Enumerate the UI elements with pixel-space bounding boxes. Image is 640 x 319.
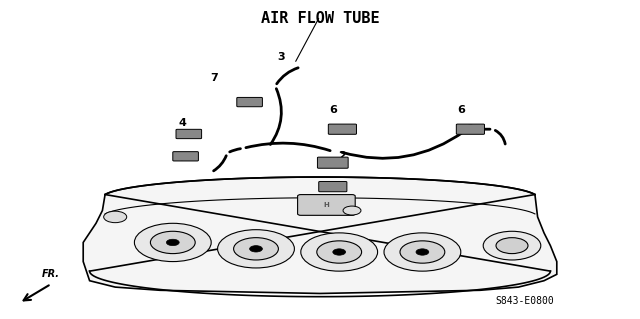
- Text: 6: 6: [329, 105, 337, 115]
- Text: 3: 3: [278, 52, 285, 63]
- Circle shape: [218, 230, 294, 268]
- Text: 1: 1: [467, 124, 474, 134]
- FancyBboxPatch shape: [176, 129, 202, 139]
- FancyBboxPatch shape: [456, 124, 484, 134]
- FancyBboxPatch shape: [319, 182, 347, 192]
- Text: 5: 5: [339, 182, 346, 192]
- Circle shape: [250, 246, 262, 252]
- Text: 7: 7: [179, 153, 186, 163]
- Circle shape: [343, 206, 361, 215]
- Text: 6: 6: [457, 105, 465, 115]
- Circle shape: [333, 249, 346, 255]
- FancyBboxPatch shape: [328, 124, 356, 134]
- Text: 7: 7: [211, 73, 218, 83]
- Text: S843-E0800: S843-E0800: [495, 296, 554, 306]
- Circle shape: [416, 249, 429, 255]
- Text: H: H: [324, 202, 329, 208]
- FancyBboxPatch shape: [317, 157, 348, 168]
- Circle shape: [483, 231, 541, 260]
- Text: 2: 2: [339, 151, 346, 161]
- Circle shape: [134, 223, 211, 262]
- Circle shape: [301, 233, 378, 271]
- Polygon shape: [83, 177, 557, 293]
- Circle shape: [150, 231, 195, 254]
- Text: FR.: FR.: [42, 269, 60, 279]
- FancyBboxPatch shape: [298, 195, 355, 215]
- Text: AIR FLOW TUBE: AIR FLOW TUBE: [260, 11, 380, 26]
- Circle shape: [400, 241, 445, 263]
- FancyBboxPatch shape: [237, 97, 262, 107]
- Circle shape: [104, 211, 127, 223]
- Circle shape: [166, 239, 179, 246]
- Circle shape: [496, 238, 528, 254]
- Circle shape: [384, 233, 461, 271]
- Circle shape: [317, 241, 362, 263]
- Text: 4: 4: [179, 118, 186, 128]
- FancyBboxPatch shape: [173, 152, 198, 161]
- Circle shape: [234, 238, 278, 260]
